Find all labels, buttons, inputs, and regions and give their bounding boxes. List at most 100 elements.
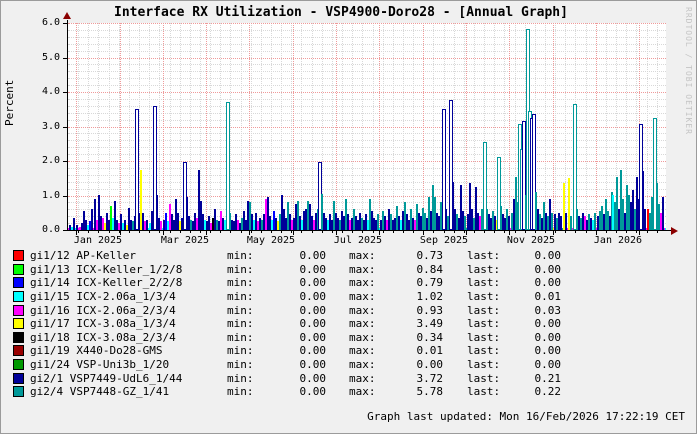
legend-stat-last: last: 0.01	[467, 290, 561, 303]
legend-row: gi1/16 ICX-2.06a_2/3/4 min: 0.00 max: 0.93 la…	[13, 303, 561, 317]
rrdtool-watermark: RRDTOOL / TOBI OETIKER	[684, 7, 693, 135]
data-bar	[98, 195, 100, 230]
legend-stat-value: 0.00	[299, 262, 327, 276]
legend-stat-label: last:	[467, 262, 501, 276]
legend-row: gi1/14 ICX-Keller_2/2/8 min: 0.00 max: 0.79 l…	[13, 276, 561, 290]
legend-stat-value: 0.00	[534, 317, 562, 331]
x-minor-tick	[383, 231, 384, 233]
data-bar	[106, 213, 108, 230]
legend-stat-last: last: 0.00	[467, 249, 561, 262]
data-bar	[206, 221, 208, 230]
x-minor-tick	[109, 231, 110, 233]
data-bar	[586, 220, 588, 230]
legend-stat-value: 0.00	[534, 276, 562, 290]
data-bar	[144, 221, 146, 230]
data-bar	[158, 218, 160, 230]
data-bar	[325, 218, 327, 230]
data-bar	[188, 216, 190, 230]
data-bar	[245, 220, 247, 230]
data-bar	[353, 209, 355, 230]
data-bar	[220, 211, 222, 230]
data-bar	[283, 209, 285, 230]
x-minor-tick	[454, 231, 455, 233]
x-tick-label: Jul 2025	[333, 235, 383, 246]
y-axis-arrow	[63, 12, 71, 19]
y-tick	[63, 161, 67, 162]
data-bar	[365, 214, 367, 230]
data-bar	[590, 218, 592, 230]
data-bar	[630, 202, 632, 230]
x-minor-tick	[149, 231, 150, 233]
grid-minor-vertical	[515, 23, 516, 230]
data-bar	[434, 197, 436, 230]
data-bar	[122, 223, 124, 230]
data-bar	[578, 216, 580, 230]
data-bar	[568, 178, 570, 230]
x-minor-tick	[241, 231, 242, 233]
data-bar	[202, 214, 204, 230]
data-bar	[91, 209, 93, 230]
data-bar	[471, 209, 473, 230]
x-tick-label: Nov 2025	[506, 235, 556, 246]
data-bar	[400, 220, 402, 230]
data-bar	[263, 214, 265, 230]
data-bar	[218, 221, 220, 230]
plot-area	[68, 23, 666, 230]
legend-color-swatch	[13, 386, 24, 398]
data-bar	[597, 216, 599, 230]
legend-stat-min: min: 0.00	[227, 331, 326, 344]
grid-major-vertical	[293, 23, 294, 230]
legend-stat-value: 1.02	[416, 290, 444, 304]
grid-minor-vertical	[149, 23, 150, 230]
data-bar	[580, 218, 582, 230]
data-bar	[163, 220, 165, 230]
x-minor-tick	[423, 231, 424, 233]
data-bar	[467, 214, 469, 230]
data-bar	[609, 216, 611, 230]
data-bar	[394, 218, 396, 230]
legend-series-name: gi1/14 ICX-Keller_2/2/8	[30, 276, 183, 290]
data-bar	[293, 218, 295, 230]
data-bar	[490, 218, 492, 230]
data-bar	[108, 220, 110, 230]
legend-stat-label: min:	[227, 303, 254, 317]
x-minor-tick	[555, 231, 556, 233]
data-bar	[454, 209, 456, 230]
data-bar	[500, 206, 502, 230]
legend-stat-label: min:	[227, 344, 254, 358]
x-minor-tick	[494, 231, 495, 233]
grid-minor-horizontal	[68, 99, 666, 100]
grid-major-vertical	[76, 23, 77, 230]
y-tick-label: 2.0	[41, 155, 60, 166]
grid-minor-vertical	[129, 23, 130, 230]
grid-minor-horizontal	[68, 71, 666, 72]
last-updated-text: Graph last updated: Mon 16/Feb/2026 17:2…	[367, 410, 685, 423]
legend-stat-value: 0.00	[299, 358, 327, 372]
x-minor-tick	[312, 231, 313, 233]
data-bar	[384, 216, 386, 230]
data-bar	[135, 109, 139, 230]
grid-minor-vertical	[565, 23, 566, 230]
data-bar	[253, 220, 255, 230]
grid-major-horizontal	[68, 92, 666, 93]
legend-stat-label: last:	[467, 303, 501, 317]
legend-stat-max: max: 0.93	[349, 304, 443, 317]
legend-stat-label: max:	[349, 276, 376, 290]
legend-stat-label: max:	[349, 330, 376, 344]
x-minor-tick	[200, 231, 201, 233]
data-bar	[251, 214, 253, 230]
data-bar	[620, 170, 622, 230]
y-axis-line	[67, 20, 68, 231]
grid-minor-vertical	[403, 23, 404, 230]
data-bar	[371, 211, 373, 230]
grid-major-vertical	[206, 23, 207, 230]
grid-minor-horizontal	[68, 175, 666, 176]
data-bar	[130, 220, 132, 230]
y-tick	[63, 196, 67, 197]
legend-color-swatch	[13, 250, 24, 262]
data-bar	[513, 199, 515, 230]
data-bar	[190, 220, 192, 230]
x-minor-tick	[190, 231, 191, 233]
data-bar	[363, 220, 365, 230]
y-tick	[63, 127, 67, 128]
